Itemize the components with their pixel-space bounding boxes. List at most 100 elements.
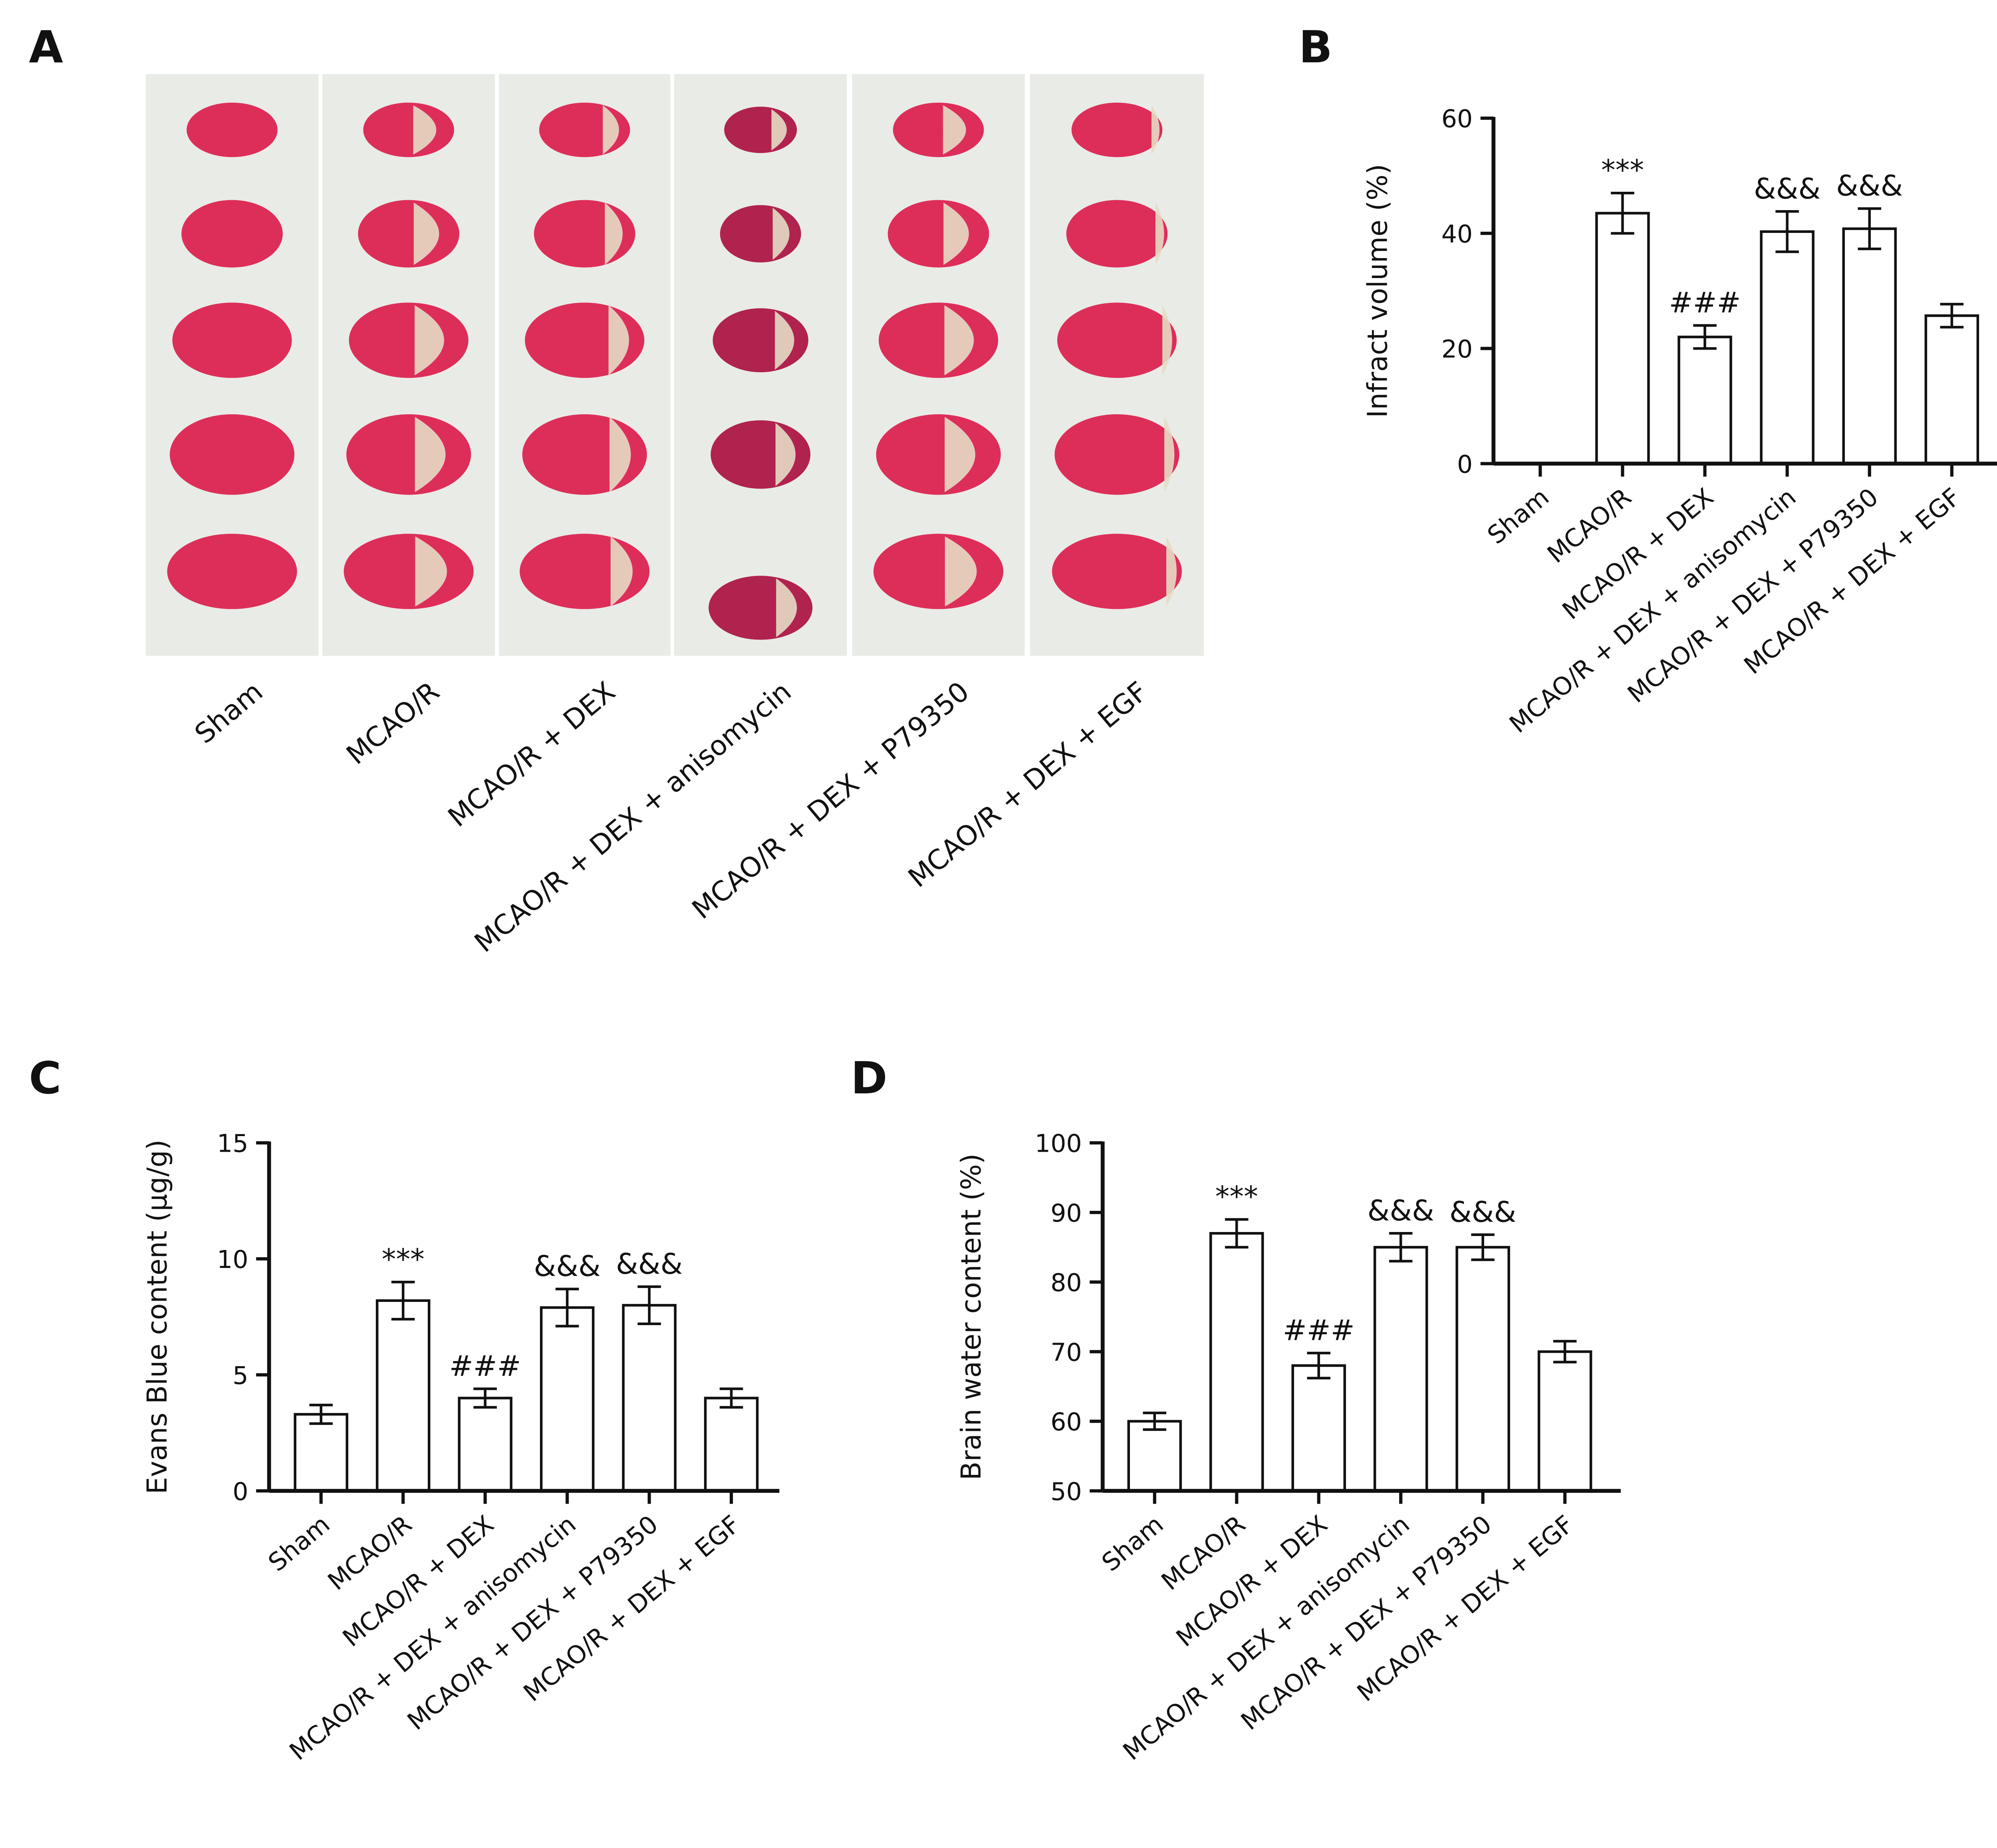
- bar: [1455, 1246, 1510, 1492]
- bar: [1677, 336, 1732, 465]
- infarct-area: [609, 417, 631, 493]
- significance-label: ###: [1669, 286, 1741, 319]
- brain-slice: [1071, 102, 1163, 157]
- infarct-area: [775, 311, 794, 370]
- y-tick-label: 10: [217, 1245, 248, 1274]
- error-bar: [1940, 303, 1964, 329]
- brain-slice: [876, 414, 1001, 495]
- y-axis-label: Brain water content (%): [956, 1153, 987, 1480]
- error-bar: [1143, 1411, 1167, 1431]
- error-bar: [1307, 1351, 1331, 1379]
- infarct-area: [775, 423, 796, 486]
- brain-slice: [363, 102, 454, 157]
- infarct-area: [776, 578, 797, 638]
- error-bar: [719, 1387, 743, 1409]
- significance-label: &&&: [1449, 1195, 1516, 1228]
- brain-slice: [893, 102, 984, 157]
- y-tick-label: 100: [1035, 1129, 1082, 1158]
- significance-label: ###: [1283, 1313, 1355, 1347]
- significance-label: &&&: [1754, 172, 1820, 205]
- infarct-area: [603, 105, 619, 155]
- significance-label: &&&: [616, 1247, 683, 1280]
- infarct-area: [945, 536, 977, 607]
- infarct-area: [610, 536, 633, 607]
- brain-slice: [170, 414, 295, 495]
- error-bar: [1553, 1340, 1577, 1363]
- error-bar: [309, 1403, 333, 1425]
- panel-letter: B: [1299, 22, 1332, 73]
- error-bar: [1225, 1218, 1249, 1249]
- bar: [458, 1397, 512, 1492]
- y-axis-label: Evans Blue content (μg/g): [142, 1139, 173, 1494]
- bar: [1127, 1420, 1182, 1492]
- error-bar: [391, 1281, 415, 1321]
- infarct-area: [415, 305, 444, 376]
- infarct-area: [1166, 536, 1177, 607]
- infarct-area: [413, 105, 437, 155]
- brain-slice: [879, 302, 998, 378]
- panel-letter: C: [29, 1053, 61, 1104]
- brain-slice: [1066, 200, 1168, 268]
- infarct-area: [945, 417, 975, 493]
- brain-slice: [172, 302, 292, 378]
- bar: [540, 1306, 595, 1492]
- y-tick-label: 70: [1050, 1338, 1082, 1367]
- infarct-area: [1155, 203, 1164, 265]
- brain-slice: [181, 200, 283, 268]
- error-bar: [1389, 1232, 1413, 1263]
- panel-letter: A: [29, 22, 63, 73]
- bar: [1209, 1232, 1264, 1492]
- y-tick-label: 80: [1050, 1268, 1082, 1297]
- significance-label: ***: [1215, 1180, 1258, 1213]
- significance-label: ###: [449, 1349, 521, 1383]
- brain-slice: [343, 534, 474, 609]
- brain-slice: [358, 200, 460, 268]
- significance-label: ***: [1601, 154, 1644, 187]
- error-bar: [1693, 324, 1717, 350]
- y-tick-label: 60: [1441, 105, 1473, 133]
- brain-slice: [1054, 414, 1179, 495]
- brain-slice: [167, 534, 297, 609]
- y-tick-label: 90: [1050, 1199, 1082, 1228]
- error-bar: [637, 1285, 661, 1325]
- y-tick-label: 0: [1457, 450, 1473, 479]
- bar: [375, 1299, 431, 1492]
- brain-slice: [873, 534, 1004, 609]
- y-tick-label: 15: [217, 1129, 248, 1158]
- significance-label: &&&: [534, 1250, 601, 1283]
- bar: [294, 1413, 349, 1492]
- bar: [1924, 314, 1979, 465]
- bar: [1595, 212, 1650, 465]
- infarct-area: [943, 105, 966, 155]
- panel-letter: D: [851, 1053, 887, 1104]
- y-tick-label: 0: [232, 1477, 248, 1506]
- infarct-area: [944, 305, 974, 376]
- bar: [1291, 1364, 1346, 1492]
- error-bar: [1858, 207, 1882, 250]
- infarct-area: [772, 207, 790, 260]
- y-axis-label: Infract volume (%): [1362, 164, 1394, 418]
- significance-label: &&&: [1836, 169, 1903, 203]
- y-tick-label: 50: [1050, 1477, 1082, 1506]
- error-bar: [555, 1288, 579, 1327]
- bar: [704, 1397, 759, 1492]
- y-tick-label: 40: [1441, 220, 1473, 248]
- error-bar: [1611, 191, 1634, 235]
- infarct-area: [413, 203, 439, 265]
- y-tick-label: 5: [232, 1361, 248, 1390]
- error-bar: [473, 1387, 497, 1409]
- brain-slice: [349, 302, 468, 378]
- infarct-area: [1151, 105, 1160, 155]
- bar: [622, 1304, 677, 1492]
- infarct-area: [608, 305, 629, 376]
- bar: [1537, 1350, 1592, 1492]
- infarct-area: [415, 417, 446, 493]
- brain-slice: [1057, 302, 1177, 378]
- significance-label: &&&: [1368, 1194, 1434, 1227]
- y-tick-label: 20: [1441, 335, 1473, 364]
- infarct-area: [771, 109, 787, 151]
- infarct-area: [1162, 305, 1172, 376]
- y-tick-label: 60: [1050, 1408, 1082, 1437]
- bar: [1842, 227, 1897, 465]
